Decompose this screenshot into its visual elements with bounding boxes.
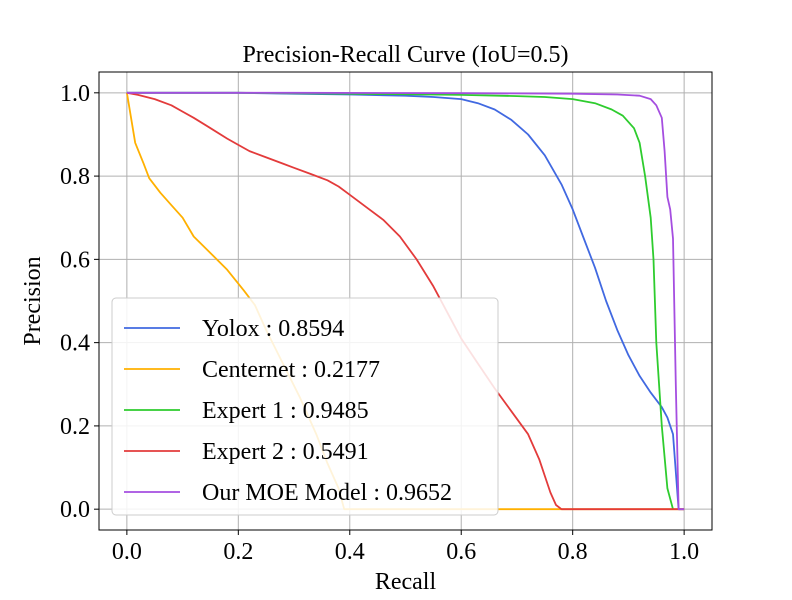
y-tick-label: 0.4: [60, 331, 90, 357]
x-axis-label: Recall: [375, 569, 437, 595]
legend-label-expert1: Expert 1 : 0.9485: [202, 398, 369, 424]
axis-ticks: 0.0 0.2 0.4 0.6 0.8 1.0 0.0 0.2 0.4 0.6 0.8 1.0: [60, 81, 699, 565]
legend-label-moe: Our MOE Model : 0.9652: [202, 480, 452, 506]
legend-label-expert2: Expert 2 : 0.5491: [202, 439, 369, 465]
series-line-moe: [126, 91, 685, 511]
legend-label-centernet: Centernet : 0.2177: [202, 357, 380, 383]
x-tick-label: 0.2: [223, 539, 253, 565]
x-tick-label: 0.8: [558, 539, 588, 565]
plot-frame: [98, 71, 713, 531]
x-tick-label: 1.0: [669, 539, 699, 565]
x-tick-label: 0.0: [112, 539, 142, 565]
x-tick-label: 0.6: [446, 539, 476, 565]
series-line-expert2: [126, 91, 685, 511]
x-tick-label: 0.4: [335, 539, 365, 565]
y-tick-label: 0.0: [60, 497, 90, 523]
chart-title: Precision-Recall Curve (IoU=0.5): [242, 42, 568, 68]
y-tick-label: 0.8: [60, 164, 90, 190]
series-line-yolox: [126, 91, 685, 511]
y-tick-label: 0.6: [60, 247, 90, 273]
legend-box: [111, 297, 499, 516]
legend: Yolox : 0.8594 Centernet : 0.2177 Expert 1…: [111, 297, 499, 516]
y-tick-label: 1.0: [60, 81, 90, 107]
y-tick-label: 0.2: [60, 414, 90, 440]
series-line-expert1: [126, 91, 674, 510]
legend-label-yolox: Yolox : 0.8594: [202, 316, 344, 342]
y-axis-label: Precision: [20, 256, 46, 345]
